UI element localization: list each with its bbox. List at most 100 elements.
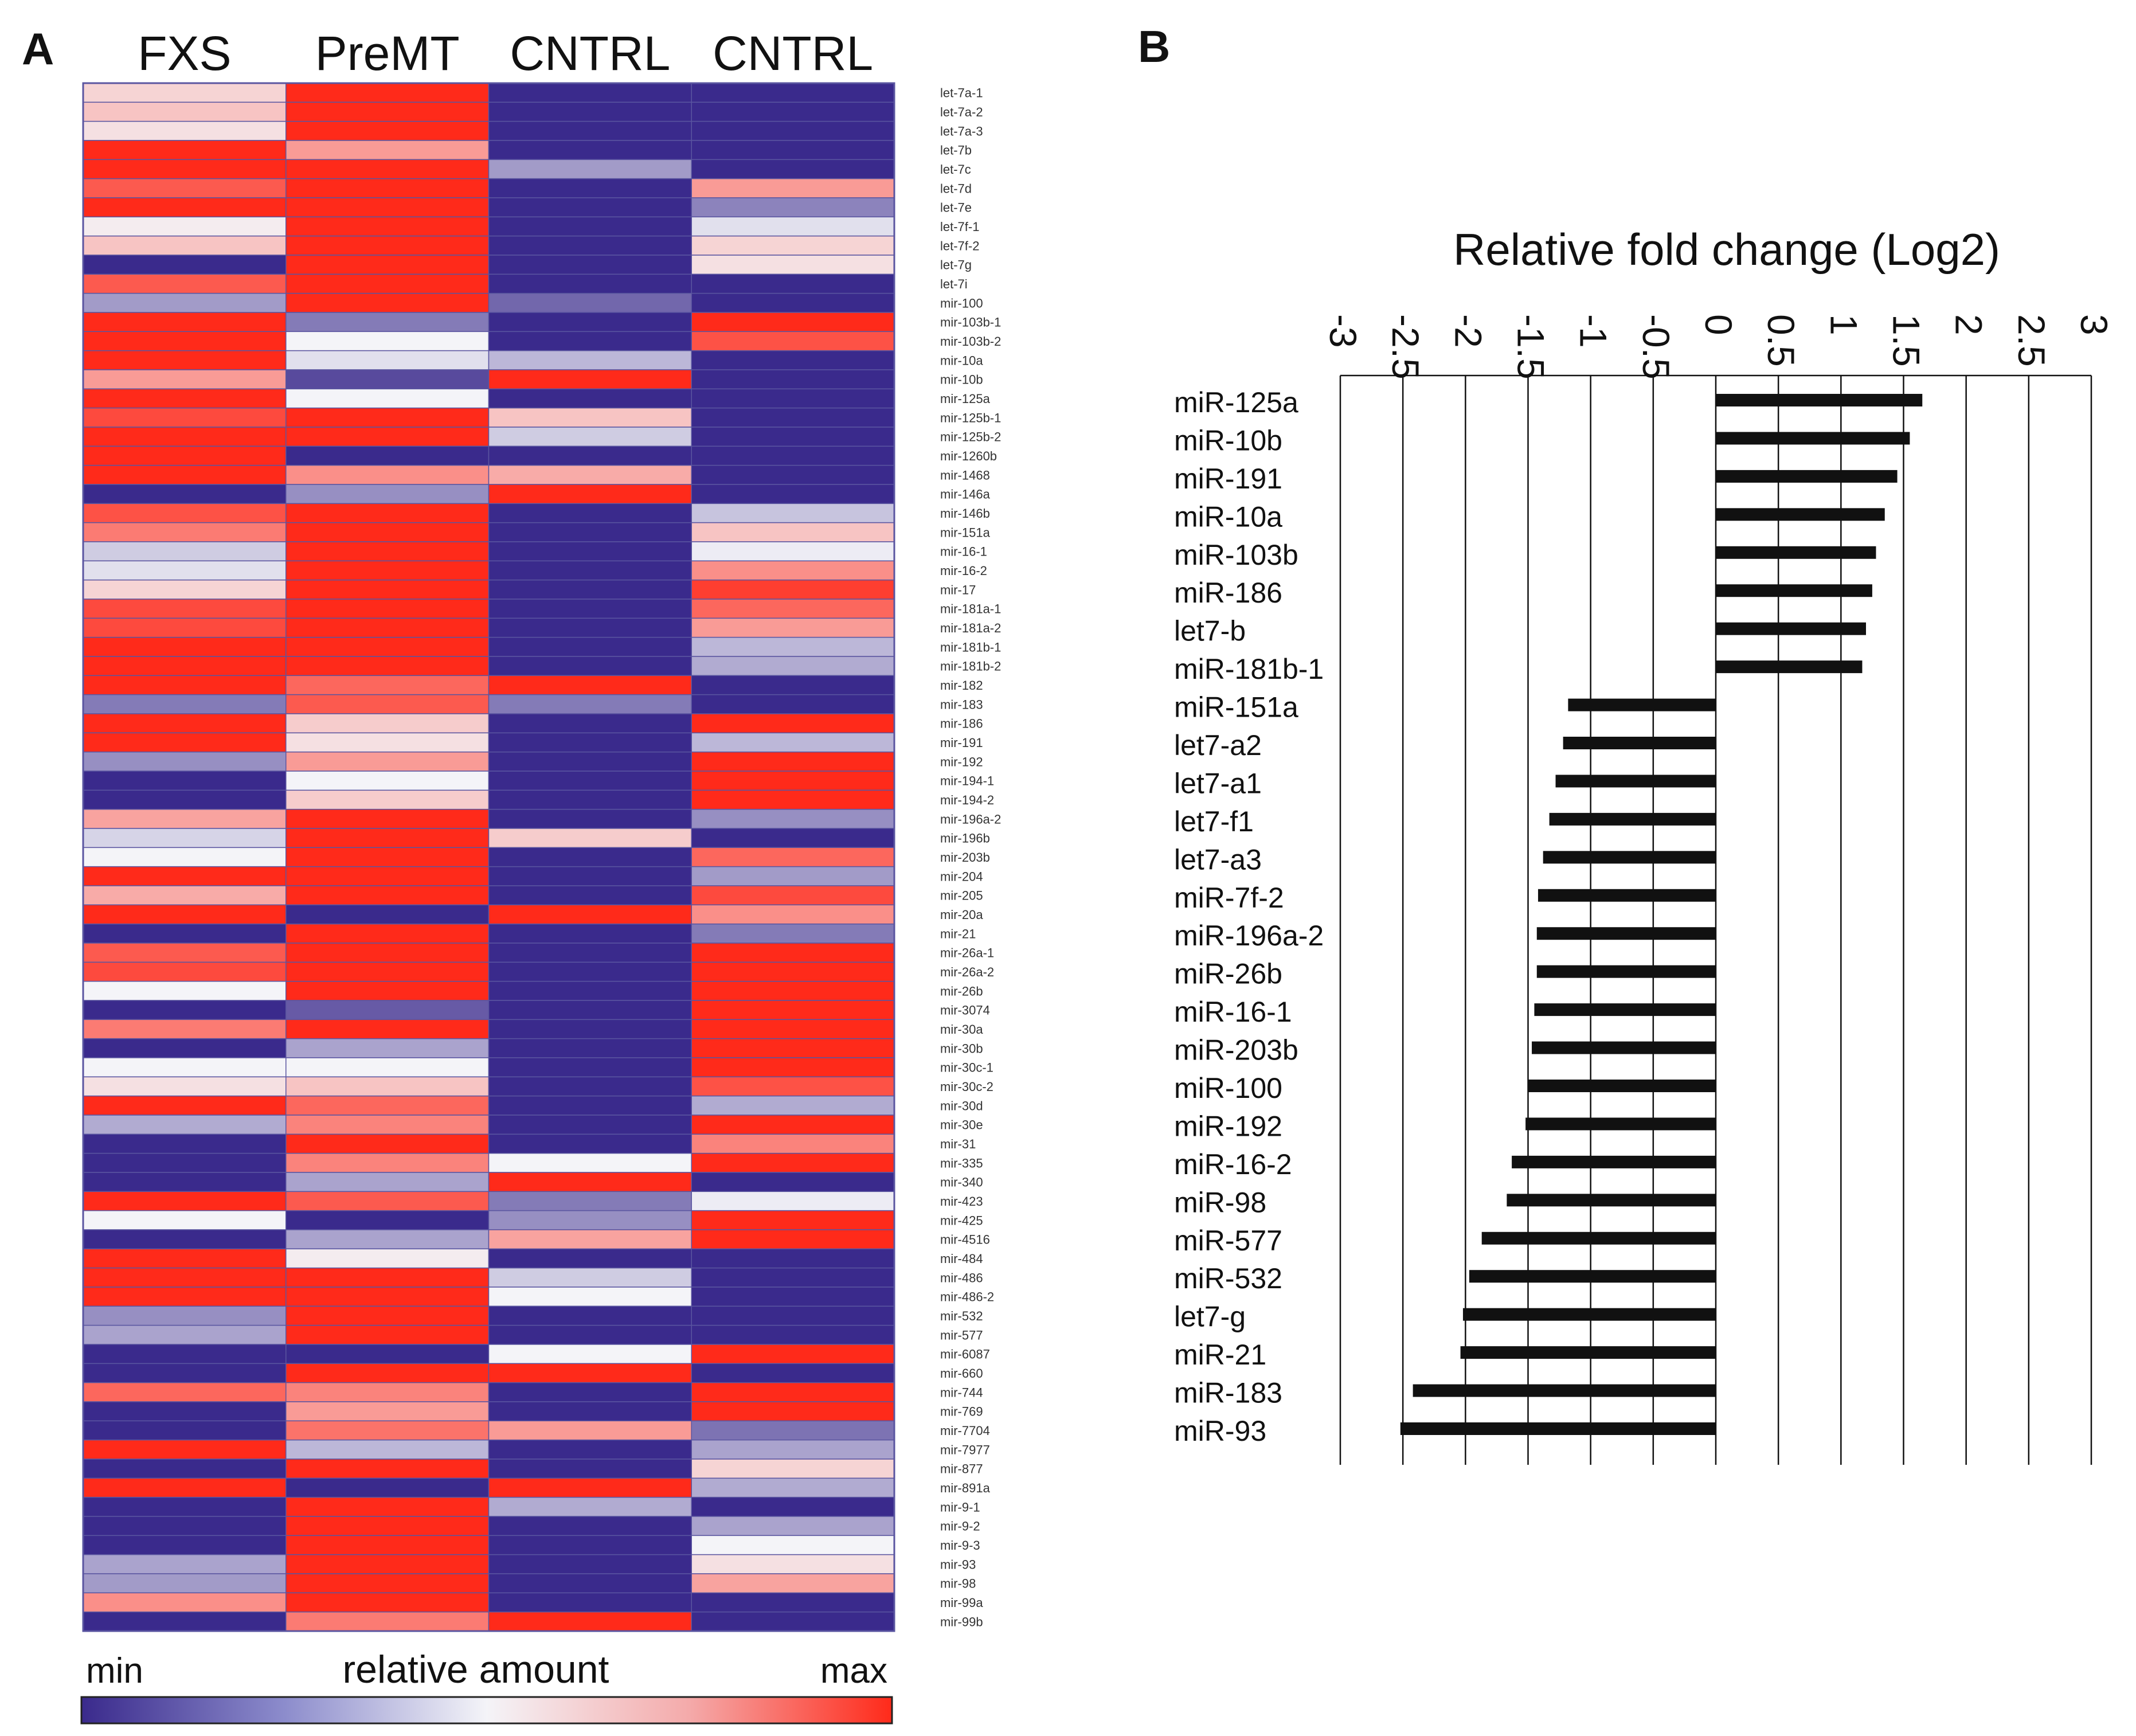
heatmap-cell <box>488 1172 692 1192</box>
heatmap-cell <box>691 292 895 313</box>
heatmap-cell <box>691 599 895 619</box>
heatmap-cell <box>691 808 895 829</box>
heatmap-cell <box>285 1267 490 1288</box>
heatmap-cell <box>488 159 692 179</box>
heatmap-cell <box>691 120 895 141</box>
heatmap-cell <box>691 1133 895 1154</box>
heatmap-cell <box>691 1439 895 1460</box>
heatmap-cell <box>488 83 692 103</box>
heatmap-cell <box>285 1496 490 1517</box>
heatmap-row-label: mir-26a-1 <box>940 946 994 960</box>
heatmap-cell <box>488 522 692 542</box>
heatmap-cell <box>691 1344 895 1364</box>
heatmap-cell <box>285 617 490 638</box>
heatmap-cell <box>691 923 895 944</box>
heatmap-cell <box>691 1363 895 1383</box>
heatmap-cell <box>488 1229 692 1250</box>
heatmap-row-label: mir-146a <box>940 487 991 502</box>
heatmap-cell <box>83 1592 287 1613</box>
bar <box>1716 660 1863 674</box>
heatmap-cell <box>691 694 895 714</box>
heatmap-row-label: let-7b <box>940 143 972 158</box>
heatmap-cell <box>285 980 490 1001</box>
heatmap-cell <box>83 1516 287 1536</box>
heatmap-row-label: mir-125b-1 <box>940 410 1001 425</box>
heatmap-cell <box>691 771 895 791</box>
heatmap-row-label: mir-877 <box>940 1462 983 1476</box>
heatmap-cell <box>83 427 287 447</box>
heatmap-row-labels: let-7a-1 let-7a-2 let-7a-3 let-7b let-7c let-… <box>940 86 1001 1629</box>
heatmap-cell <box>488 1267 692 1288</box>
heatmap-cell <box>285 484 490 505</box>
heatmap-cell <box>488 292 692 313</box>
heatmap-row-label: mir-423 <box>940 1194 983 1209</box>
heatmap-cell <box>691 1496 895 1517</box>
heatmap-cell <box>83 350 287 370</box>
heatmap-cell <box>488 1516 692 1536</box>
heatmap-cell <box>285 1382 490 1402</box>
heatmap-cell <box>488 541 692 562</box>
heatmap-row-label: mir-4516 <box>940 1233 990 1247</box>
heatmap-cell <box>83 1019 287 1039</box>
heatmap-row-label: mir-98 <box>940 1577 976 1591</box>
heatmap-cell <box>83 1210 287 1230</box>
heatmap-row-label: mir-6087 <box>940 1347 990 1362</box>
heatmap-cell <box>488 599 692 619</box>
heatmap-cell <box>83 159 287 179</box>
heatmap-cell <box>488 789 692 810</box>
heatmap-cell <box>488 120 692 141</box>
heatmap-row-label: let-7i <box>940 277 968 291</box>
heatmap-cell <box>488 1420 692 1441</box>
heatmap-grid <box>82 82 895 1632</box>
bar <box>1460 1346 1716 1359</box>
bar <box>1543 851 1716 864</box>
heatmap-cell <box>83 484 287 505</box>
heatmap-cell <box>691 388 895 409</box>
heatmap-cell <box>488 1133 692 1154</box>
x-tick-label: 1 <box>1822 314 1865 335</box>
heatmap-cell <box>691 484 895 505</box>
heatmap-cell <box>691 1554 895 1574</box>
heatmap-cell <box>83 1401 287 1422</box>
x-tick-label: -0.5 <box>1635 314 1677 380</box>
heatmap-cell <box>691 1592 895 1613</box>
heatmap-cell <box>83 961 287 982</box>
heatmap-cell <box>691 1229 895 1250</box>
heatmap-cell <box>285 579 490 600</box>
heatmap-row-label: mir-9-2 <box>940 1519 980 1534</box>
heatmap-cell <box>83 713 287 734</box>
category-label: let7-g <box>1174 1301 1246 1333</box>
heatmap-cell <box>285 1287 490 1307</box>
heatmap-cell <box>83 1133 287 1154</box>
heatmap-cell <box>691 1248 895 1269</box>
heatmap-cell <box>83 1000 287 1021</box>
heatmap-cell <box>83 1115 287 1135</box>
heatmap-cell <box>691 140 895 161</box>
heatmap-cell <box>691 541 895 562</box>
heatmap-cell <box>488 923 692 944</box>
heatmap-cell <box>285 771 490 791</box>
heatmap-cell <box>488 694 692 714</box>
legend-title: relative amount <box>343 1648 609 1691</box>
heatmap-cell <box>691 943 895 963</box>
heatmap-cell <box>488 771 692 791</box>
heatmap-row-label: mir-340 <box>940 1175 983 1190</box>
bar <box>1481 1231 1716 1245</box>
heatmap-row-label: let-7g <box>940 258 972 272</box>
heatmap-row-label: mir-484 <box>940 1252 983 1266</box>
heatmap-cell <box>285 713 490 734</box>
heatmap-cell <box>691 1038 895 1058</box>
heatmap-cell <box>488 1439 692 1460</box>
heatmap-cell <box>488 503 692 523</box>
panel-a-label: A <box>22 24 54 74</box>
heatmap-row-label: let-7a-2 <box>940 105 983 119</box>
heatmap-cell <box>488 101 692 122</box>
heatmap-cell <box>691 1019 895 1039</box>
heatmap-cell <box>691 1573 895 1594</box>
panel-a: A FXS PreMT CNTRL CNTRL let-7a-1let-7a-2let… <box>22 24 1001 1725</box>
heatmap-row-label: let-7e <box>940 201 972 215</box>
bar <box>1536 965 1716 978</box>
category-label: miR-7f-2 <box>1174 882 1284 914</box>
heatmap-row-label: mir-186 <box>940 717 983 731</box>
bar <box>1528 1080 1716 1092</box>
